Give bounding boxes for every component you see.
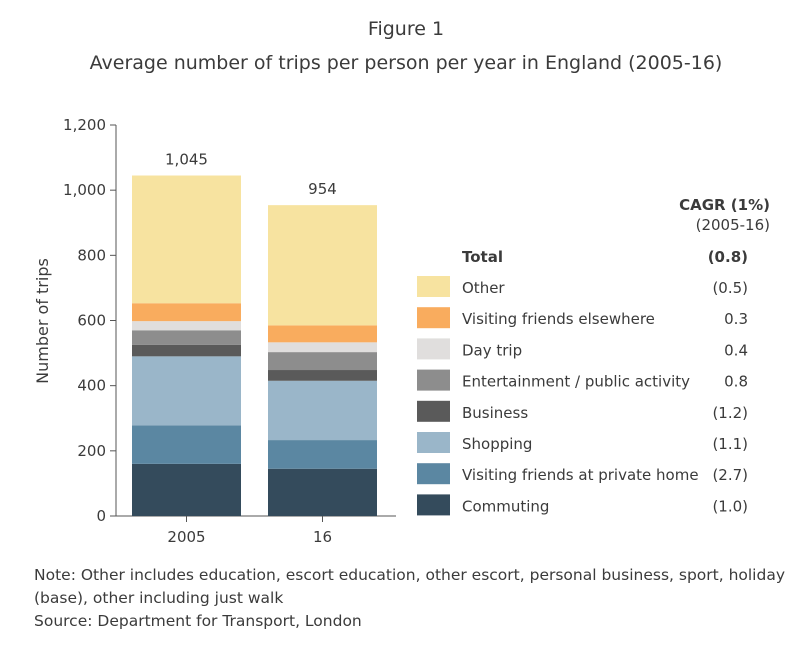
- legend-swatch: [417, 369, 450, 391]
- y-tick-label: 1,200: [63, 116, 106, 134]
- bar-segment-shopping: [132, 356, 241, 426]
- notes: Note: Other includes education, escort e…: [34, 564, 794, 633]
- legend-label: Day trip: [462, 341, 522, 359]
- legend-swatch: [417, 276, 450, 297]
- legend-total-value: (0.8): [708, 248, 748, 266]
- bar-segment-other: [132, 175, 241, 304]
- legend-header-subtitle: (2005-16): [696, 216, 770, 234]
- legend-swatch: [417, 338, 450, 360]
- legend-label: Visiting friends at private home: [462, 466, 699, 484]
- legend-label: Business: [462, 404, 528, 422]
- bar-segment-shopping: [268, 380, 377, 441]
- figure-label: Figure 1: [367, 18, 445, 40]
- legend-label: Entertainment / public activity: [462, 373, 690, 391]
- y-tick-label: 800: [77, 246, 106, 264]
- source-text: Source: Department for Transport, London: [34, 612, 362, 630]
- legend-cagr-value: 0.4: [724, 341, 748, 359]
- legend-total-label: Total: [462, 248, 503, 266]
- legend-swatch: [417, 307, 450, 329]
- y-tick-label: 400: [77, 377, 106, 395]
- bar-segment-visiting-friends-elsewhere: [268, 325, 377, 343]
- bar-segment-day-trip: [268, 342, 377, 353]
- bar-segment-visiting-friends-at-private-home: [268, 440, 377, 469]
- legend-label: Commuting: [462, 497, 549, 515]
- y-axis-title: Number of trips: [33, 258, 52, 384]
- x-tick-label: 2005: [167, 528, 205, 546]
- y-tick-label: 0: [96, 507, 106, 525]
- legend-cagr-value: (1.1): [712, 435, 748, 453]
- x-tick-label: 16: [313, 528, 332, 546]
- y-tick-label: 600: [77, 312, 106, 330]
- legend-label: Visiting friends elsewhere: [462, 310, 655, 328]
- legend-header-title: CAGR (1%): [679, 196, 770, 214]
- bar-total-label: 1,045: [165, 151, 208, 169]
- legend-swatch: [417, 432, 450, 453]
- legend-label: Other: [462, 279, 505, 297]
- bar-segment-entertainment-public-activity: [268, 352, 377, 371]
- legend-cagr-value: (1.0): [712, 497, 748, 515]
- legend-cagr-value: 0.8: [724, 373, 748, 391]
- chart-title: Average number of trips per person per y…: [89, 52, 723, 74]
- bar-segment-other: [268, 205, 377, 326]
- legend-swatch: [417, 400, 450, 422]
- legend-cagr-value: (2.7): [712, 466, 748, 484]
- bar-segment-business: [268, 370, 377, 381]
- legend-cagr-value: (0.5): [712, 279, 748, 297]
- note-text: Note: Other includes education, escort e…: [34, 566, 786, 607]
- bar-segment-visiting-friends-at-private-home: [132, 425, 241, 464]
- legend-swatch: [417, 463, 450, 485]
- bar-segment-entertainment-public-activity: [132, 330, 241, 345]
- bar-total-label: 954: [308, 180, 337, 198]
- legend-cagr-value: 0.3: [724, 310, 748, 328]
- stacked-bar-chart: 0 200 400 600 800 1,000 1,200 Number of trips 1,…: [33, 116, 770, 546]
- legend-cagr-value: (1.2): [712, 404, 748, 422]
- bar-segment-commuting: [268, 468, 377, 516]
- bar-segment-commuting: [132, 463, 241, 516]
- bar-segment-day-trip: [132, 321, 241, 331]
- bar-segment-business: [132, 344, 241, 357]
- y-tick-label: 1,000: [63, 181, 106, 199]
- y-tick-label: 200: [77, 442, 106, 460]
- legend-swatch: [417, 494, 450, 516]
- bar-segment-visiting-friends-elsewhere: [132, 303, 241, 322]
- legend-label: Shopping: [462, 435, 532, 453]
